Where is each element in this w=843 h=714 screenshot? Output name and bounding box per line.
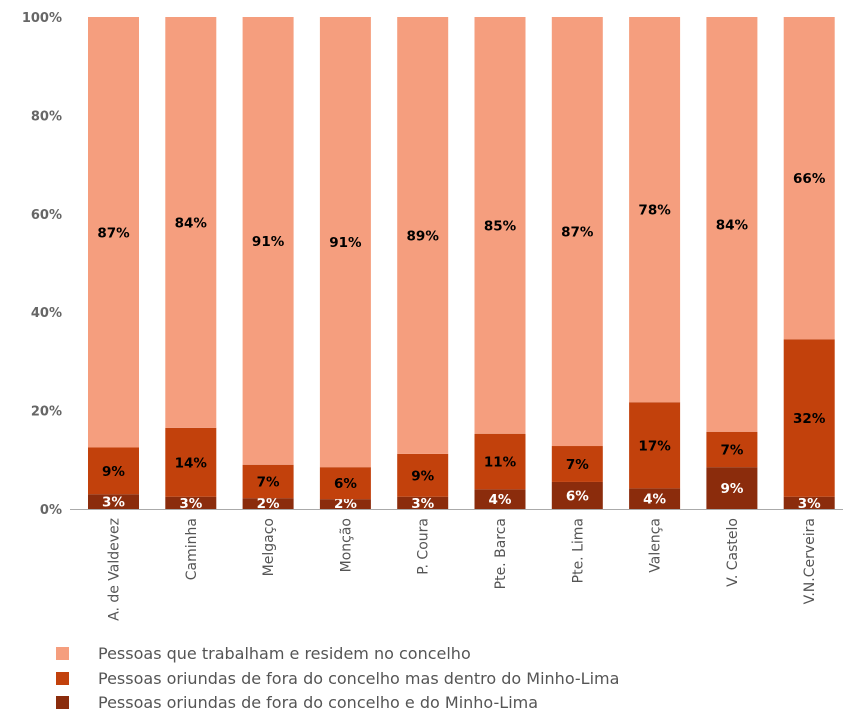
- bar-segment: [397, 496, 449, 509]
- bar-segment: [706, 431, 758, 468]
- legend-item-outside-region: Pessoas oriundas de fora do concelho e d…: [56, 692, 538, 712]
- bar-segment: [783, 496, 835, 509]
- bar-segment: [165, 17, 217, 428]
- data-label: 9%: [102, 464, 125, 480]
- data-label: 17%: [638, 438, 671, 454]
- y-tick-label: 80%: [31, 109, 62, 124]
- bar-segment: [242, 464, 294, 499]
- data-label: 3%: [411, 496, 434, 512]
- data-label: 3%: [798, 496, 821, 512]
- legend-swatch: [56, 646, 69, 660]
- bar-segment: [551, 481, 603, 509]
- data-label: 66%: [793, 171, 826, 187]
- legend-item-local-workers: Pessoas que trabalham e residem no conce…: [56, 643, 471, 663]
- legend-label: Pessoas que trabalham e residem no conce…: [98, 643, 471, 663]
- bar-segment: [165, 427, 217, 497]
- bar-segment: [551, 446, 603, 482]
- x-axis: A. de Valdevez Caminha Melgaço Monção P. Cou…: [70, 509, 843, 621]
- bar-segment: [242, 498, 294, 509]
- bar-segment: [783, 339, 835, 497]
- data-label: 84%: [175, 215, 208, 231]
- x-tick-label: P. Coura: [416, 518, 432, 575]
- data-label: 78%: [638, 203, 671, 219]
- bar-segment: [474, 433, 526, 490]
- bar-segment: [88, 447, 139, 495]
- legend-item-within-region: Pessoas oriundas de fora do concelho mas…: [56, 668, 619, 688]
- bar-segment: [706, 17, 758, 432]
- data-label: 2%: [257, 496, 280, 512]
- bar-segment: [551, 17, 603, 447]
- data-label: 3%: [179, 496, 202, 512]
- bar-segment: [319, 17, 371, 468]
- data-label: 91%: [329, 235, 362, 251]
- bar-segment: [242, 17, 294, 465]
- y-tick-label: 40%: [31, 306, 62, 321]
- data-label: 32%: [793, 411, 826, 427]
- bar-segment: [783, 17, 835, 340]
- data-label: 2%: [334, 496, 357, 512]
- bar-segment: [629, 488, 681, 509]
- legend-swatch: [56, 671, 69, 685]
- bar-segment: [397, 453, 449, 497]
- data-label: 89%: [407, 228, 440, 244]
- bar-segment: [88, 17, 139, 448]
- data-label: 7%: [720, 442, 743, 458]
- data-label: 7%: [257, 474, 280, 490]
- bar-segment: [165, 496, 217, 509]
- x-tick-label: A. de Valdevez: [107, 518, 123, 621]
- bar-segment: [706, 467, 758, 509]
- x-tick-label: Valença: [648, 518, 664, 573]
- bar-segment: [88, 494, 139, 509]
- bar-segment: [629, 17, 681, 403]
- bar-segment: [319, 467, 371, 500]
- data-label: 14%: [175, 455, 208, 471]
- data-label: 4%: [643, 492, 666, 508]
- data-label: 85%: [484, 218, 517, 234]
- data-label: 91%: [252, 234, 285, 250]
- bar-segment: [319, 499, 371, 509]
- x-tick-label: Pte. Lima: [570, 518, 586, 583]
- data-label: 87%: [561, 225, 594, 241]
- data-label: 6%: [566, 488, 589, 504]
- y-tick-label: 20%: [31, 405, 62, 420]
- data-label: 7%: [566, 457, 589, 473]
- legend-label: Pessoas oriundas de fora do concelho mas…: [98, 668, 620, 688]
- data-label: 11%: [484, 455, 517, 471]
- x-tick-label: V. Castelo: [725, 518, 741, 587]
- x-tick-label: V.N.Cerveira: [802, 518, 818, 604]
- x-tick-label: Pte. Barca: [493, 518, 509, 589]
- y-tick-label: 100%: [22, 11, 62, 26]
- bar-segment: [397, 17, 449, 454]
- data-label: 87%: [97, 225, 130, 241]
- bar-segment: [474, 489, 526, 509]
- x-tick-label: Caminha: [184, 518, 200, 580]
- data-label: 3%: [102, 495, 125, 511]
- x-tick-label: Melgaço: [261, 518, 277, 576]
- y-tick-label: 60%: [31, 208, 62, 223]
- data-label: 84%: [716, 217, 749, 233]
- data-label: 4%: [489, 492, 512, 508]
- legend-label: Pessoas oriundas de fora do concelho e d…: [98, 692, 539, 712]
- data-label: 9%: [720, 481, 743, 497]
- bar-segment: [629, 402, 681, 489]
- y-axis: 0% 20% 40% 60% 80% 100%: [22, 11, 62, 518]
- y-tick-label: 0%: [40, 503, 62, 518]
- bars: 3% 9% 87% 3% 14% 84% 2% 7% 91% 2% 6% 91% 3% 9% 89% 4% 11…: [88, 17, 835, 512]
- x-tick-label: Monção: [338, 518, 354, 572]
- data-label: 6%: [334, 476, 357, 492]
- data-label: 9%: [411, 468, 434, 484]
- legend-swatch: [56, 695, 69, 709]
- bar-segment: [474, 17, 526, 434]
- stacked-bar-chart: 0% 20% 40% 60% 80% 100% 3% 9% 87% 3% 14% 84% 2% 7% 91…: [22, 11, 843, 621]
